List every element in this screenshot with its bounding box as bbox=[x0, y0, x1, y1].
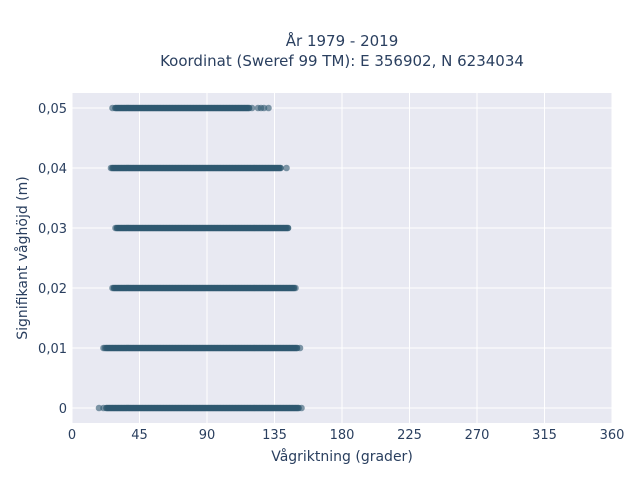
y-tick-label: 0,04 bbox=[38, 162, 67, 177]
grid bbox=[71, 93, 613, 423]
scatter-row bbox=[107, 164, 290, 172]
chart-title: År 1979 - 2019 Koordinat (Sweref 99 TM):… bbox=[160, 31, 524, 70]
x-axis-ticks: 0 45 90 135 180 225 270 315 360 bbox=[68, 428, 625, 443]
y-axis-title: Signifikant våghöjd (m) bbox=[14, 176, 31, 339]
scatter-point bbox=[277, 164, 284, 172]
x-tick-label: 180 bbox=[330, 428, 355, 443]
x-tick-label: 360 bbox=[600, 428, 625, 443]
x-axis-title: Vågriktning (grader) bbox=[271, 448, 413, 465]
scatter-point-outlier bbox=[298, 404, 305, 412]
scatter-point-outlier bbox=[112, 224, 119, 232]
scatter-point-outlier bbox=[101, 344, 109, 352]
chart-title-line-1: År 1979 - 2019 bbox=[286, 31, 399, 50]
x-tick-label: 135 bbox=[262, 428, 287, 443]
x-tick-label: 45 bbox=[131, 428, 148, 443]
x-tick-label: 90 bbox=[199, 428, 216, 443]
scatter-point-outlier bbox=[296, 344, 304, 352]
chart-title-line-2: Koordinat (Sweref 99 TM): E 356902, N 62… bbox=[160, 52, 524, 70]
x-tick-label: 315 bbox=[532, 428, 557, 443]
scatter-point bbox=[284, 224, 292, 232]
y-tick-label: 0,03 bbox=[38, 222, 67, 237]
y-tick-label: 0,05 bbox=[38, 102, 67, 117]
scatter-point-outlier bbox=[283, 164, 290, 172]
y-tick-label: 0 bbox=[59, 402, 67, 417]
scatter-row bbox=[112, 224, 292, 232]
scatter-point-outlier bbox=[109, 104, 116, 112]
x-tick-label: 270 bbox=[465, 428, 490, 443]
y-tick-label: 0,02 bbox=[38, 282, 67, 297]
scatter-points bbox=[95, 104, 305, 412]
scatter-point-outlier bbox=[265, 104, 272, 112]
scatter-row bbox=[95, 404, 305, 412]
y-tick-label: 0,01 bbox=[38, 342, 67, 357]
scatter-row bbox=[100, 344, 304, 352]
scatter-point-outlier bbox=[107, 164, 115, 172]
scatter-row bbox=[109, 104, 272, 112]
y-axis-ticks: 0 0,01 0,02 0,03 0,04 0,05 bbox=[38, 102, 67, 417]
scatter-point-outlier bbox=[100, 404, 107, 412]
scatter-point-outlier bbox=[109, 284, 116, 292]
scatter-point-outlier bbox=[248, 104, 256, 112]
scatter-row bbox=[109, 284, 299, 292]
x-tick-label: 225 bbox=[397, 428, 422, 443]
x-tick-label: 0 bbox=[68, 428, 76, 443]
scatter-point-outlier bbox=[292, 284, 299, 292]
